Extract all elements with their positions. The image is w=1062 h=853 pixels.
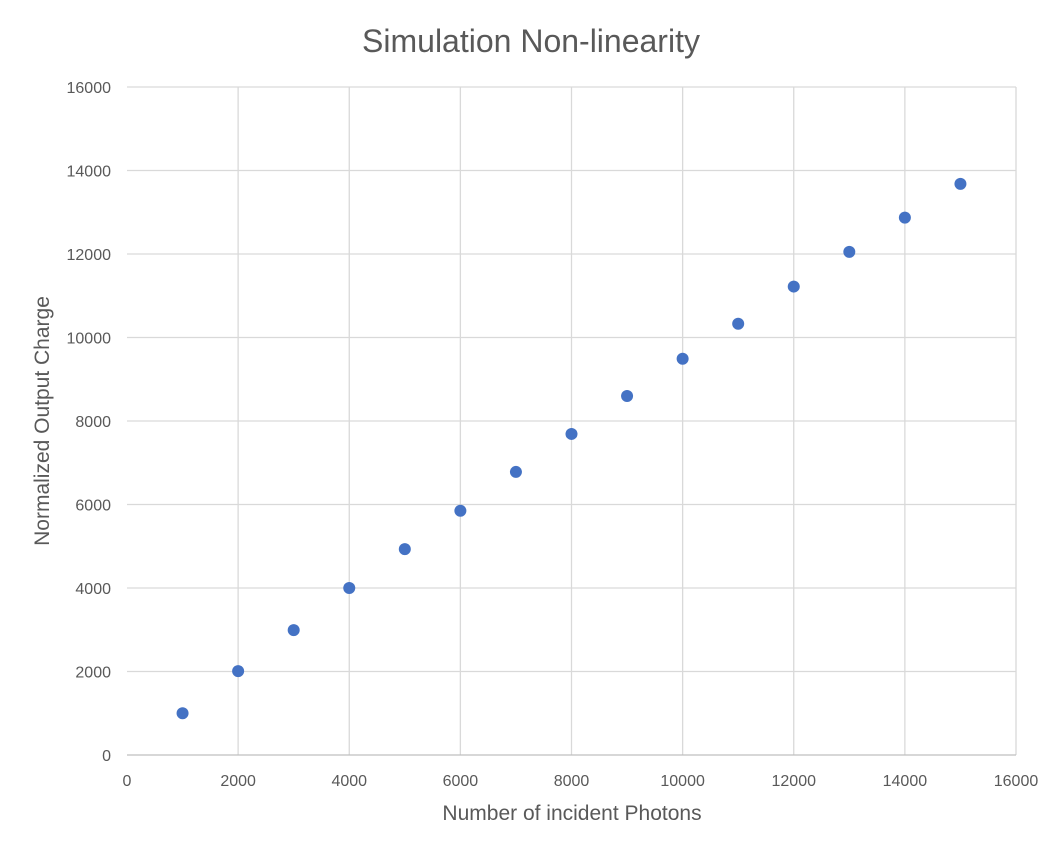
x-tick-label: 10000 bbox=[660, 773, 705, 790]
y-tick-label: 6000 bbox=[75, 498, 111, 515]
x-tick-label: 14000 bbox=[883, 773, 928, 790]
y-tick-label: 2000 bbox=[75, 665, 111, 682]
data-point bbox=[565, 427, 578, 440]
y-tick-label: 16000 bbox=[67, 80, 112, 97]
data-point bbox=[898, 211, 911, 224]
y-axis-label: Normalized Output Charge bbox=[31, 296, 54, 546]
y-tick-labels: 0 2000 4000 6000 8000 10000 12000 14000 16000 bbox=[67, 80, 112, 765]
y-tick-label: 14000 bbox=[67, 164, 112, 181]
data-point bbox=[843, 245, 856, 258]
data-point bbox=[732, 317, 745, 330]
data-point bbox=[176, 707, 189, 720]
data-point bbox=[787, 280, 800, 293]
x-axis-label: Number of incident Photons bbox=[442, 802, 701, 825]
x-tick-labels: 0 2000 4000 6000 8000 10000 12000 14000 16000 bbox=[123, 773, 1039, 790]
x-tick-label: 12000 bbox=[772, 773, 817, 790]
x-tick-label: 8000 bbox=[554, 773, 590, 790]
data-point bbox=[509, 465, 522, 478]
y-tick-label: 0 bbox=[102, 748, 111, 765]
data-point bbox=[954, 177, 967, 190]
data-points bbox=[176, 177, 967, 720]
y-tick-label: 12000 bbox=[67, 247, 112, 264]
data-point bbox=[343, 582, 356, 594]
data-point bbox=[398, 543, 411, 556]
x-tick-label: 16000 bbox=[994, 773, 1039, 790]
data-point bbox=[621, 389, 634, 402]
y-tick-label: 10000 bbox=[67, 331, 112, 348]
y-tick-label: 8000 bbox=[75, 414, 111, 431]
data-point bbox=[454, 504, 467, 517]
y-tick-label: 4000 bbox=[75, 581, 111, 598]
data-point bbox=[676, 352, 689, 365]
x-tick-label: 6000 bbox=[443, 773, 479, 790]
data-point bbox=[287, 624, 300, 637]
x-tick-label: 4000 bbox=[331, 773, 367, 790]
chart-title: Simulation Non-linearity bbox=[362, 23, 700, 59]
grid-lines bbox=[127, 86, 1017, 755]
x-tick-label: 2000 bbox=[220, 773, 256, 790]
x-tick-label: 0 bbox=[123, 773, 132, 790]
data-point bbox=[232, 665, 245, 678]
